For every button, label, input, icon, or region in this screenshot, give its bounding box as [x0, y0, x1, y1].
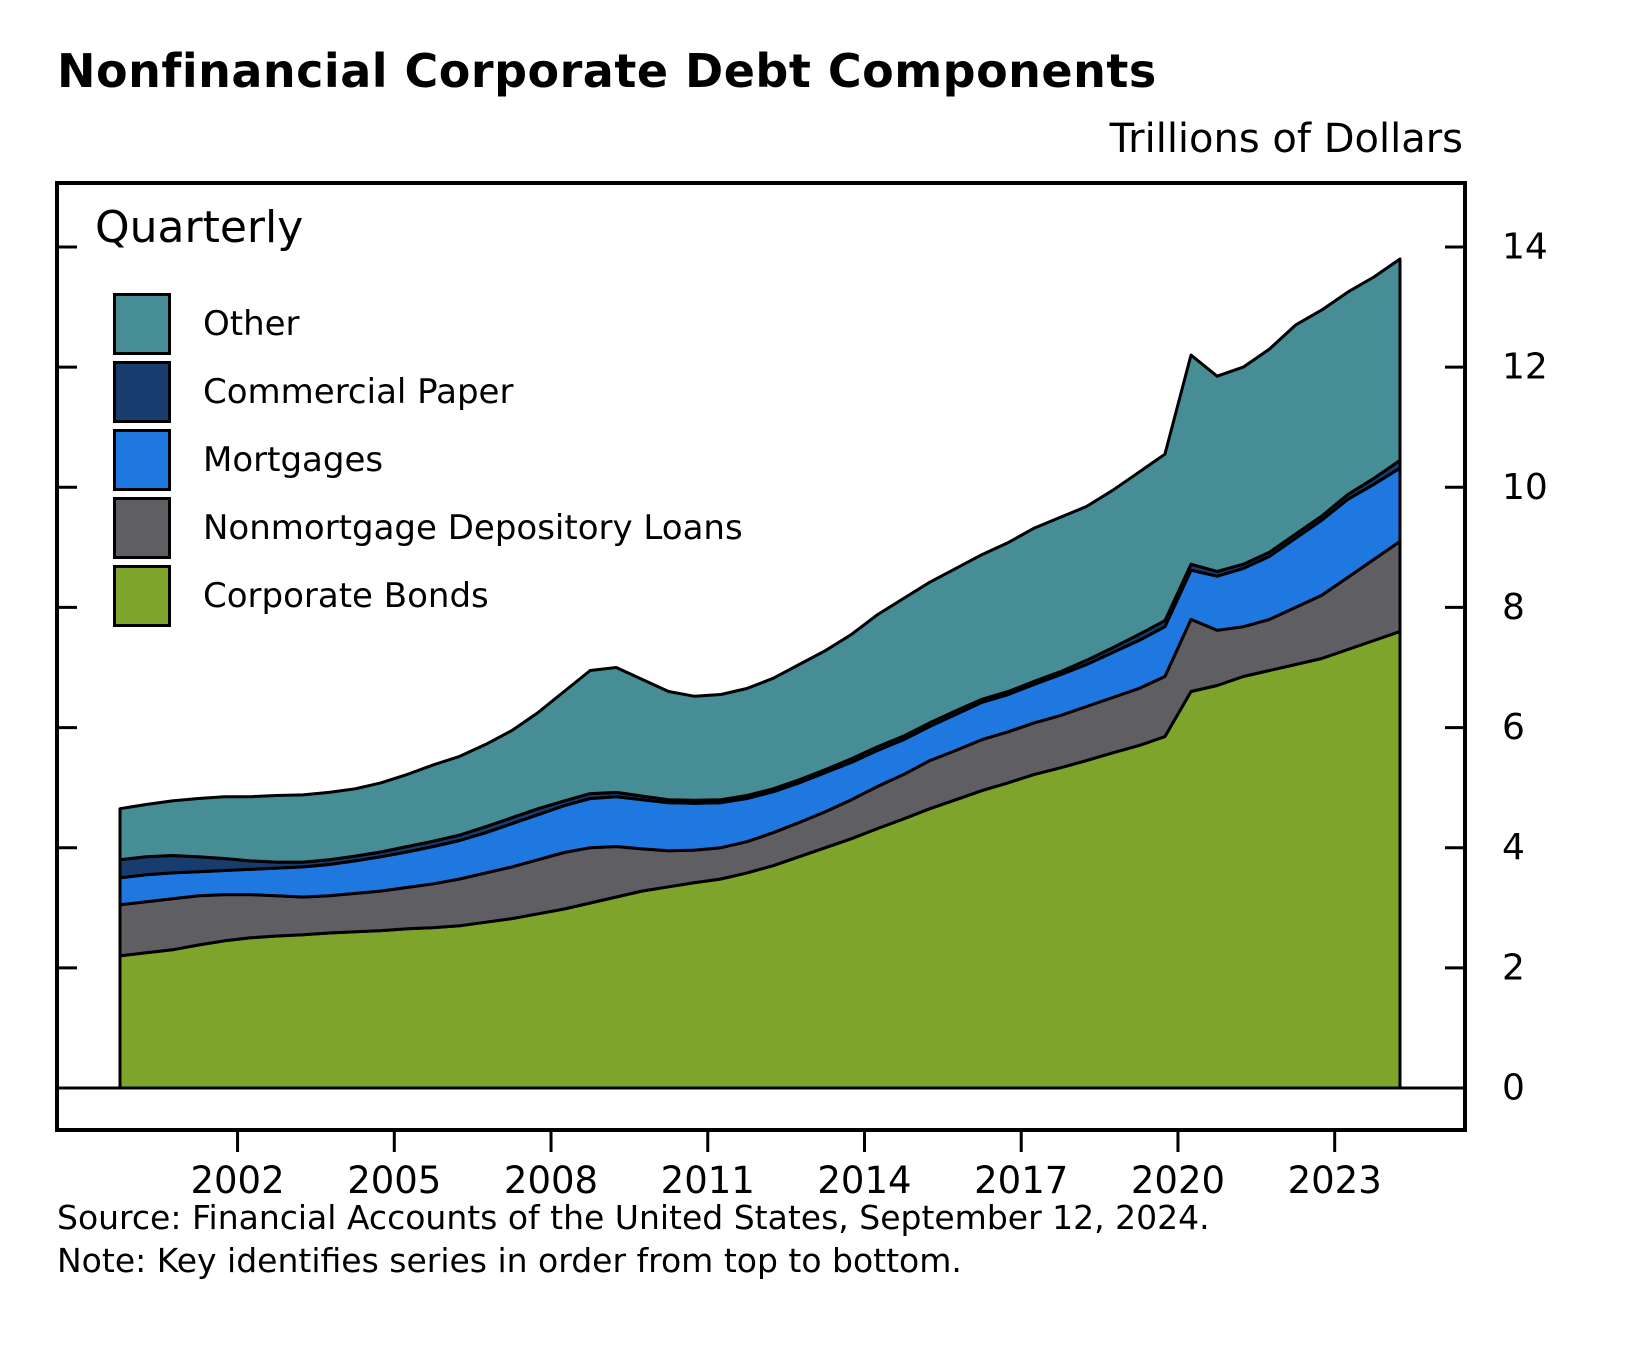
- legend-label-corporate-bonds: Corporate Bonds: [203, 576, 489, 616]
- x-tick-label: 2014: [817, 1159, 911, 1202]
- x-tick-label: 2023: [1288, 1159, 1382, 1202]
- corporate-bonds-swatch: [113, 565, 171, 627]
- commercial-paper-swatch: [113, 361, 171, 423]
- legend-item-nonmortgage-depository-loans: Nonmortgage Depository Loans: [113, 497, 743, 559]
- order-note: Note: Key identifies series in order fro…: [57, 1241, 962, 1280]
- y-tick-label: 6: [1502, 707, 1525, 748]
- nonmortgage-depository-loans-swatch: [113, 497, 171, 559]
- y-tick-label: 14: [1502, 227, 1548, 268]
- y-tick-label: 8: [1502, 587, 1525, 628]
- plot-border: [55, 181, 1467, 1132]
- x-tick-label: 2017: [974, 1159, 1068, 1202]
- legend-item-other: Other: [113, 293, 743, 355]
- legend-label-mortgages: Mortgages: [203, 440, 384, 480]
- legend-label-commercial-paper: Commercial Paper: [203, 372, 514, 412]
- legend-label-other: Other: [203, 304, 300, 344]
- legend-item-corporate-bonds: Corporate Bonds: [113, 565, 743, 627]
- y-tick-label: 0: [1502, 1068, 1525, 1109]
- y-tick-label: 2: [1502, 947, 1525, 988]
- other-swatch: [113, 293, 171, 355]
- legend-item-mortgages: Mortgages: [113, 429, 743, 491]
- source-note: Source: Financial Accounts of the United…: [57, 1198, 1210, 1237]
- frequency-label: Quarterly: [95, 202, 304, 253]
- x-tick-label: 2020: [1131, 1159, 1225, 1202]
- legend-label-nonmortgage-depository-loans: Nonmortgage Depository Loans: [203, 508, 743, 548]
- unit-label: Trillions of Dollars: [1109, 116, 1463, 162]
- y-tick-label: 10: [1502, 467, 1548, 508]
- area-other: [118, 257, 1402, 864]
- y-tick-label: 12: [1502, 347, 1548, 388]
- mortgages-swatch: [113, 429, 171, 491]
- x-tick-label: 2002: [190, 1159, 284, 1202]
- legend-item-commercial-paper: Commercial Paper: [113, 361, 743, 423]
- legend: Other Commercial Paper Mortgages Nonmortgag…: [113, 293, 743, 633]
- x-tick-label: 2005: [347, 1159, 441, 1202]
- chart-title: Nonfinancial Corporate Debt Components: [57, 44, 1157, 98]
- x-tick-label: 2008: [504, 1159, 598, 1202]
- y-tick-label: 4: [1502, 827, 1525, 868]
- x-tick-label: 2011: [661, 1159, 755, 1202]
